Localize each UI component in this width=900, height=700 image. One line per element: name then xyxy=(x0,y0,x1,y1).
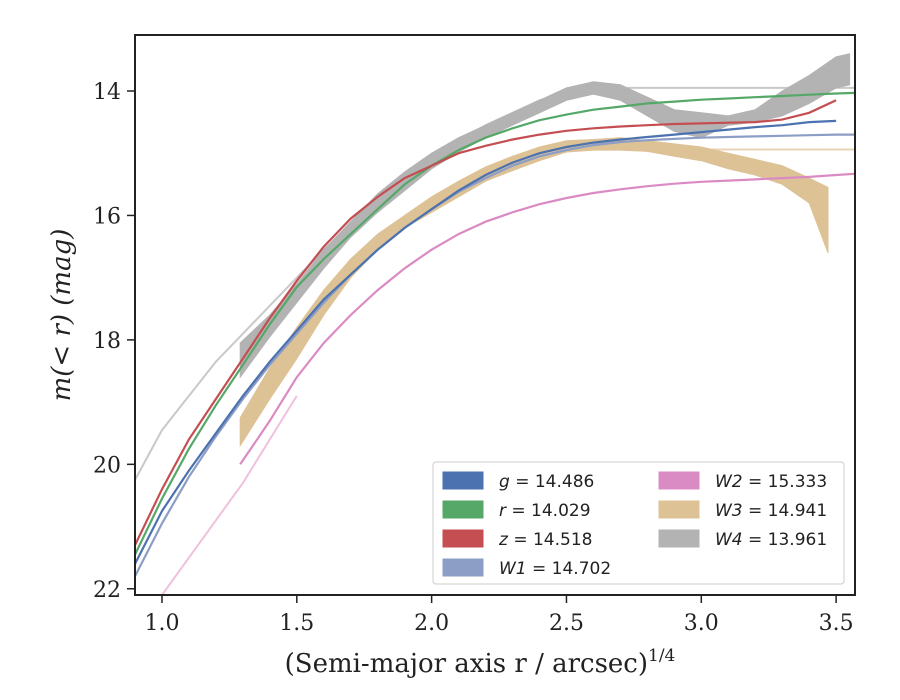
legend-swatch-W4 xyxy=(658,529,700,548)
legend-swatch-r xyxy=(442,500,484,519)
x-axis-label: (Semi-major axis r / arcsec)1/4 xyxy=(285,646,676,679)
legend-swatch-W3 xyxy=(658,500,700,519)
legend-swatch-W1 xyxy=(442,558,484,577)
y-tick-label: 14 xyxy=(93,80,121,105)
legend-label-W2: W2 = 15.333 xyxy=(715,472,827,492)
x-tick-label: 3.0 xyxy=(684,611,719,636)
series-W2-line xyxy=(239,172,855,465)
x-tick-label: 3.5 xyxy=(819,611,854,636)
legend-label-W1: W1 = 14.702 xyxy=(499,559,611,579)
series-r-line xyxy=(135,91,855,556)
y-tick-label: 22 xyxy=(93,578,121,603)
x-tick-label: 1.5 xyxy=(279,611,314,636)
legend-swatch-g xyxy=(442,471,484,490)
legend-label-W3: W3 = 14.941 xyxy=(715,501,827,521)
y-axis-label: m(< r) (mag) xyxy=(47,229,77,402)
x-axis-ticks: 1.0 1.5 2.0 2.5 3.0 3.5 xyxy=(144,595,854,636)
series-g-line xyxy=(135,119,837,565)
series-W1-line xyxy=(135,133,855,577)
legend-label-r: r = 14.029 xyxy=(499,501,591,521)
series-W4-band xyxy=(239,53,851,379)
legend-swatch-W2 xyxy=(658,471,700,490)
series-z-line xyxy=(135,99,837,546)
reference-curve-1 xyxy=(161,395,298,595)
x-tick-label: 1.0 xyxy=(144,611,179,636)
legend-label-z: z = 14.518 xyxy=(498,530,592,550)
legend-swatch-z xyxy=(442,529,484,548)
series-W3-band xyxy=(239,137,829,448)
x-axis-label-exponent: 1/4 xyxy=(648,646,675,666)
legend-frame xyxy=(432,461,845,585)
y-tick-label: 16 xyxy=(93,204,121,229)
legend: g = 14.486 r = 14.029 z = 14.518 W1 = 14.70… xyxy=(432,461,845,585)
legend-label-W4: W4 = 13.961 xyxy=(715,530,827,550)
plot-frame xyxy=(134,34,856,596)
y-tick-label: 20 xyxy=(93,453,121,478)
legend-label-g: g = 14.486 xyxy=(499,472,594,492)
plot-content xyxy=(135,53,855,595)
y-tick-label: 18 xyxy=(93,329,121,354)
y-axis-ticks: 14 16 18 20 22 xyxy=(93,80,135,603)
x-tick-label: 2.5 xyxy=(549,611,584,636)
x-tick-label: 2.0 xyxy=(414,611,449,636)
x-axis-label-text: (Semi-major axis r / arcsec) xyxy=(285,649,648,679)
